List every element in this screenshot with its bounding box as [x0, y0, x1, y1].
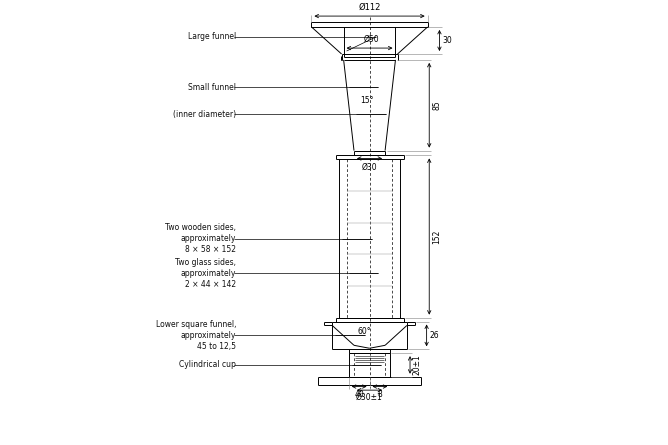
Text: 8: 8 — [377, 389, 382, 399]
Text: 152: 152 — [432, 229, 441, 244]
Text: Ø50: Ø50 — [363, 35, 379, 44]
Text: 26: 26 — [430, 331, 439, 340]
Text: Cylindrical cup: Cylindrical cup — [180, 360, 236, 369]
Text: (inner diameter): (inner diameter) — [173, 110, 236, 119]
Text: Lower square funnel,
approximately
45 to 12,5: Lower square funnel, approximately 45 to… — [156, 320, 236, 351]
Text: Two glass sides,
approximately
2 × 44 × 142: Two glass sides, approximately 2 × 44 × … — [175, 258, 236, 289]
Text: 15°: 15° — [360, 96, 373, 105]
Text: 40: 40 — [354, 389, 364, 399]
Text: 60°: 60° — [358, 327, 371, 336]
Text: Large funnel: Large funnel — [188, 32, 236, 41]
Text: Small funnel: Small funnel — [188, 83, 236, 92]
Text: Two wooden sides,
approximately
8 × 58 × 152: Two wooden sides, approximately 8 × 58 ×… — [165, 223, 236, 254]
Text: 30: 30 — [442, 36, 452, 45]
Text: 20±1: 20±1 — [413, 355, 422, 375]
Text: Ø30±1: Ø30±1 — [356, 393, 383, 402]
Text: Ø30: Ø30 — [362, 162, 377, 171]
Text: 85: 85 — [432, 101, 441, 110]
Text: Ø112: Ø112 — [358, 3, 381, 12]
